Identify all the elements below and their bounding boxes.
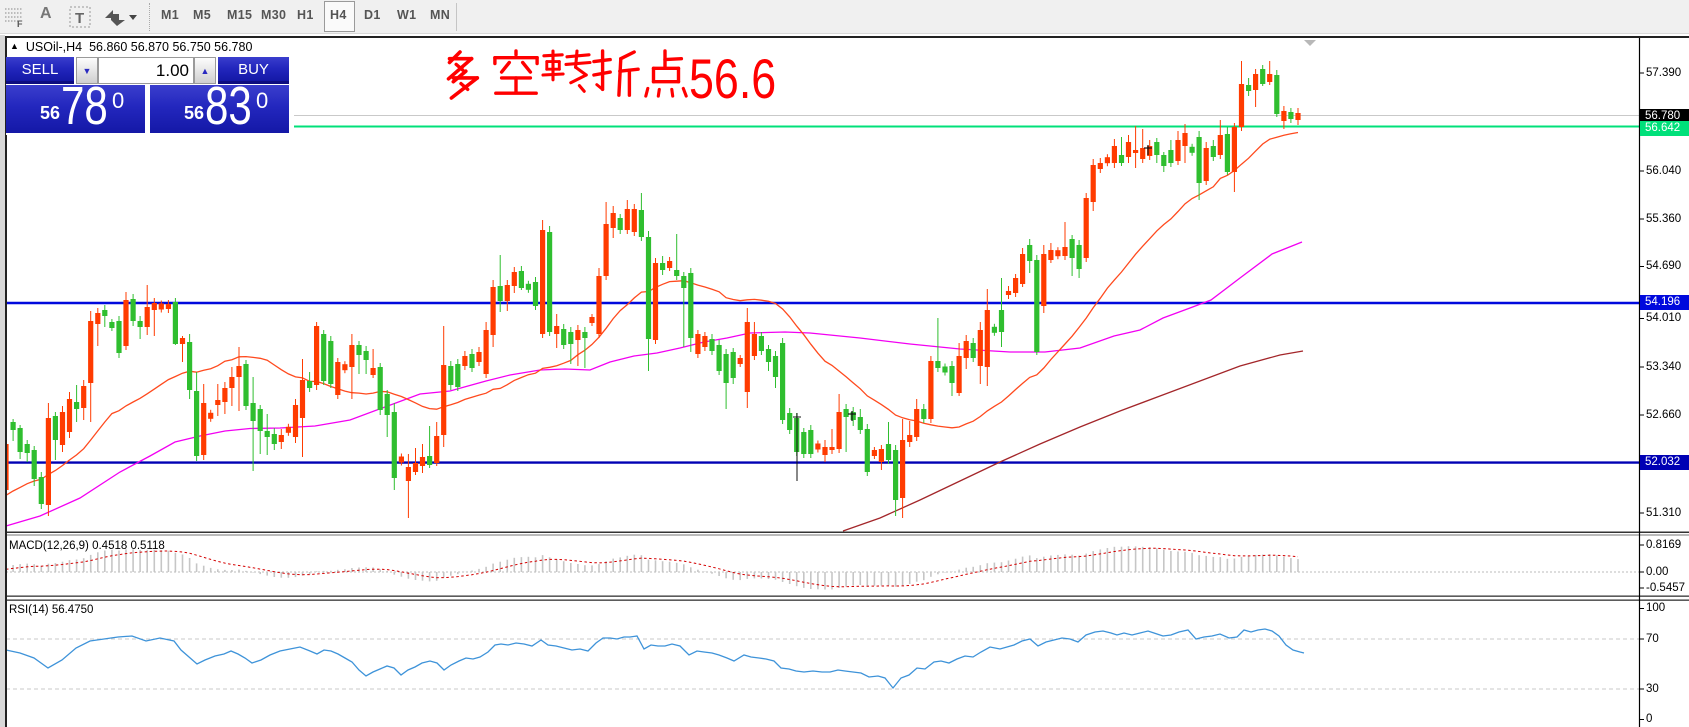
svg-text:T: T [75, 10, 84, 27]
svg-text:F: F [17, 19, 23, 28]
